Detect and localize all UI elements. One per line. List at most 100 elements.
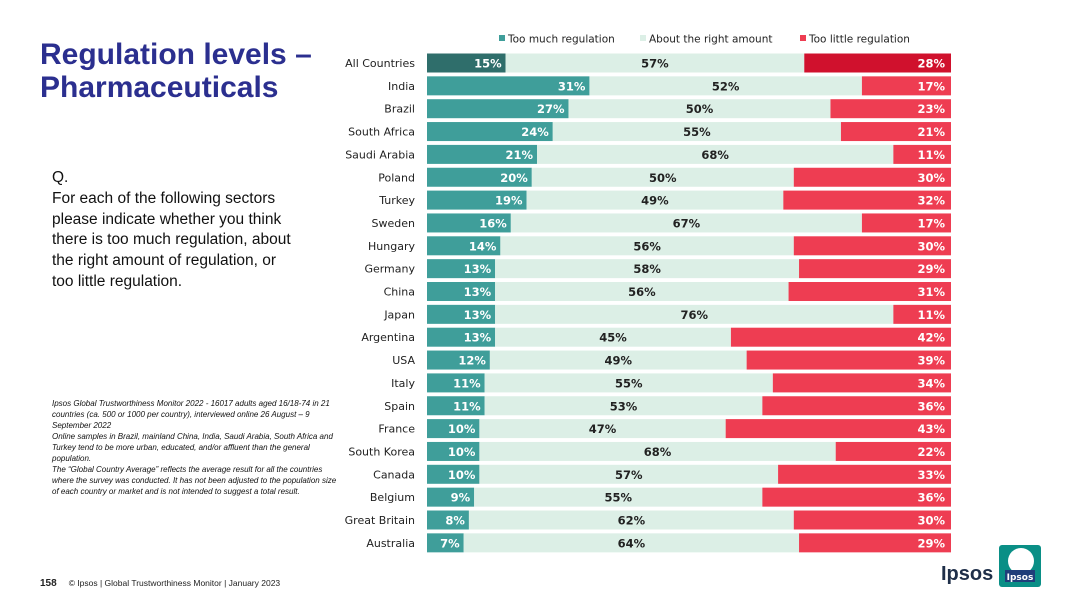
data-label-too-little: 21% <box>917 125 945 139</box>
category-label: Hungary <box>368 240 415 253</box>
bar-segment-too-much <box>427 510 469 530</box>
category-label: Turkey <box>378 194 415 207</box>
category-label: Great Britain <box>345 514 415 527</box>
bar-segment-too-much <box>427 396 485 416</box>
bar-segment-too-much <box>427 350 490 370</box>
data-label-right-amount: 56% <box>633 239 661 253</box>
data-label-right-amount: 57% <box>641 57 669 71</box>
bar-segment-right-amount <box>510 213 862 233</box>
category-label: China <box>384 286 415 299</box>
bar-segment-too-much <box>427 373 485 393</box>
data-label-right-amount: 64% <box>618 536 646 550</box>
data-label-too-little: 29% <box>917 536 945 550</box>
data-label-too-little: 17% <box>917 79 945 93</box>
data-label-too-little: 11% <box>917 308 945 322</box>
data-label-too-much: 24% <box>521 125 549 139</box>
bar-segment-too-little <box>804 53 951 73</box>
data-label-too-little: 36% <box>917 399 945 413</box>
bar-segment-too-little <box>762 396 951 416</box>
bar-segment-too-little <box>835 441 951 461</box>
data-label-right-amount: 55% <box>604 491 632 505</box>
bar-segment-too-much <box>427 167 532 187</box>
data-label-right-amount: 67% <box>673 216 701 230</box>
data-label-right-amount: 45% <box>599 331 627 345</box>
data-label-right-amount: 49% <box>641 194 669 208</box>
bar-segment-too-much <box>427 99 569 119</box>
survey-question: Q. For each of the following sectors ple… <box>52 168 292 293</box>
bar-segment-too-much <box>427 441 480 461</box>
data-label-too-much: 12% <box>458 354 486 368</box>
bar-segment-right-amount <box>495 259 800 279</box>
data-label-too-much: 15% <box>474 57 502 71</box>
category-label: Canada <box>373 468 415 481</box>
data-label-right-amount: 53% <box>610 399 638 413</box>
data-label-too-little: 36% <box>917 491 945 505</box>
data-label-right-amount: 50% <box>649 171 677 185</box>
bar-segment-too-much <box>427 190 527 210</box>
bar-segment-right-amount <box>489 350 747 370</box>
category-label: USA <box>392 354 415 367</box>
footer-text: © Ipsos | Global Trustworthiness Monitor… <box>68 578 281 588</box>
data-label-too-much: 13% <box>464 285 492 299</box>
data-label-too-much: 10% <box>448 445 476 459</box>
data-label-too-much: 16% <box>479 216 507 230</box>
legend-label-0: Too much regulation <box>507 34 615 46</box>
data-label-too-little: 22% <box>917 445 945 459</box>
data-label-too-little: 30% <box>917 514 945 528</box>
bar-segment-right-amount <box>589 76 862 96</box>
bar-segment-too-much <box>427 236 501 256</box>
data-label-too-little: 11% <box>917 148 945 162</box>
data-label-too-little: 17% <box>917 216 945 230</box>
bar-segment-too-much <box>427 76 590 96</box>
bar-segment-too-little <box>861 213 951 233</box>
bar-segment-too-little <box>893 144 951 164</box>
bar-segment-right-amount <box>495 282 789 301</box>
data-label-too-little: 39% <box>917 354 945 368</box>
data-label-right-amount: 68% <box>644 445 672 459</box>
data-label-too-little: 23% <box>917 102 945 116</box>
category-label: Spain <box>384 400 415 413</box>
data-label-right-amount: 76% <box>680 308 708 322</box>
data-label-right-amount: 49% <box>604 354 632 368</box>
category-label: South Korea <box>348 445 415 458</box>
data-label-too-much: 20% <box>500 171 528 185</box>
category-label: France <box>378 423 415 436</box>
data-label-too-little: 31% <box>917 285 945 299</box>
bar-segment-right-amount <box>537 144 894 164</box>
data-label-too-much: 14% <box>469 239 497 253</box>
data-label-too-much: 10% <box>448 422 476 436</box>
bar-segment-too-much <box>427 259 496 279</box>
data-label-right-amount: 68% <box>701 148 729 162</box>
bar-segment-right-amount <box>479 464 779 484</box>
data-label-too-little: 29% <box>917 262 945 276</box>
bar-segment-too-little <box>793 236 951 256</box>
data-label-too-little: 34% <box>917 376 945 390</box>
data-label-too-much: 9% <box>451 491 471 505</box>
page-title-line1: Regulation levels – <box>40 38 312 71</box>
data-label-right-amount: 58% <box>633 262 661 276</box>
data-label-too-much: 19% <box>495 194 523 208</box>
data-label-too-much: 21% <box>506 148 534 162</box>
bar-segment-too-much <box>427 282 496 301</box>
legend-swatch-1 <box>640 35 646 41</box>
data-label-too-much: 11% <box>453 399 481 413</box>
data-label-too-little: 30% <box>917 239 945 253</box>
data-label-right-amount: 50% <box>686 102 714 116</box>
data-label-right-amount: 57% <box>615 468 643 482</box>
category-label: Australia <box>366 537 415 550</box>
ipsos-logo-icon: Ipsos <box>999 545 1041 587</box>
bar-segment-too-little <box>799 259 951 279</box>
note-online-samples: Online samples in Brazil, mainland China… <box>52 432 333 463</box>
bar-segment-too-little <box>893 304 951 324</box>
page-title: Regulation levels – Pharmaceuticals <box>40 38 340 104</box>
bar-segment-too-little <box>783 190 951 210</box>
category-label: Poland <box>378 171 415 184</box>
bar-segment-right-amount <box>495 304 894 324</box>
data-label-right-amount: 47% <box>589 422 617 436</box>
category-label: Italy <box>391 377 415 390</box>
bar-segment-right-amount <box>505 53 805 73</box>
category-label: Sweden <box>372 217 415 230</box>
bar-segment-too-little <box>725 419 951 439</box>
question-text: For each of the following sectors please… <box>52 189 291 290</box>
data-label-too-little: 32% <box>917 194 945 208</box>
